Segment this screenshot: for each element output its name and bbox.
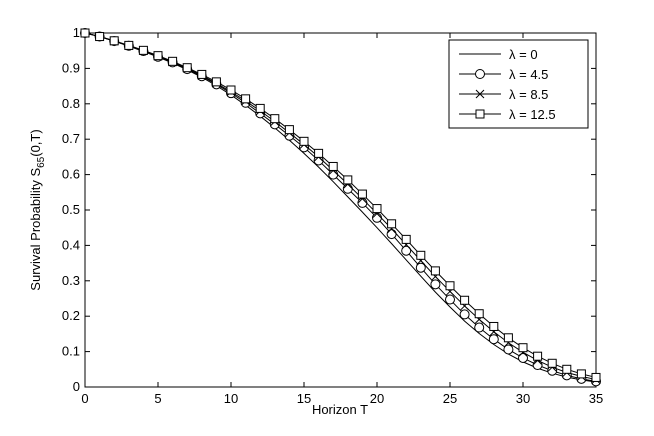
marker-circle [328,169,339,180]
marker-square [416,250,426,260]
legend-marker [475,69,485,79]
y-tick-label: 0.5 [62,202,80,217]
x-tick-label: 5 [154,391,161,406]
y-tick-label: 0.4 [62,237,80,252]
x-tick-label: 35 [589,391,603,406]
marker-square [503,333,513,343]
marker-circle [445,294,455,305]
legend-marker [475,89,485,99]
marker-square [211,77,221,87]
marker-square [284,125,294,135]
marker-square [80,28,90,38]
legend-label: λ = 4.5 [509,67,548,82]
marker-circle [401,245,412,256]
x-tick-label: 30 [516,391,530,406]
y-tick-label: 0.7 [62,131,80,146]
marker-square [518,343,528,353]
marker-square [474,309,484,319]
x-tick-label: 10 [224,391,238,406]
marker-square [299,136,309,146]
marker-circle [415,262,426,273]
marker-square [314,148,324,158]
marker-square [489,321,499,331]
y-tick-label: 0.2 [62,308,80,323]
marker-square [547,358,557,368]
marker-square [562,364,572,374]
legend-label: λ = 0 [509,47,538,62]
y-tick-label: 0.1 [62,344,80,359]
y-axis-label: Survival Probability S65(0,T) [28,129,47,290]
y-tick-label: 0.3 [62,273,80,288]
legend-box [448,39,589,129]
marker-square [430,266,440,276]
marker-square [109,36,119,46]
y-label-sub: 65 [36,156,47,168]
marker-square [124,40,134,50]
marker-square [357,189,367,199]
marker-square [197,69,207,79]
marker-square [460,295,470,305]
x-tick-label: 20 [370,391,384,406]
y-label-tail: (0,T) [28,129,43,156]
legend-label: λ = 12.5 [509,107,556,122]
marker-square [387,219,397,229]
marker-square [255,103,265,113]
marker-circle [386,229,397,240]
marker-square [226,85,236,95]
marker-square [401,234,411,244]
marker-circle [372,212,382,223]
marker-square [343,175,353,185]
y-label-main: Survival Probability S [28,168,43,291]
marker-square [533,351,543,361]
marker-circle [342,183,353,194]
y-tick-label: 0.6 [62,167,80,182]
marker-square [270,114,280,124]
marker-square [182,63,192,73]
marker-square [168,56,178,66]
marker-circle [518,352,528,363]
y-tick-label: 0.9 [62,60,80,75]
legend-marker [475,109,485,119]
x-axis-label: Horizon T [312,402,368,417]
y-tick-label: 0 [73,379,80,394]
marker-square [445,281,455,291]
marker-square [241,94,251,104]
marker-circle [488,334,499,345]
marker-square [372,204,382,214]
marker-circle [430,279,441,290]
marker-circle [503,344,514,355]
marker-square [95,32,105,42]
marker-square [153,51,163,61]
marker-square [328,161,338,171]
marker-circle [357,197,368,208]
y-tick-label: 1 [73,25,80,40]
x-tick-label: 25 [443,391,457,406]
legend-label: λ = 8.5 [509,87,548,102]
x-tick-label: 0 [81,391,88,406]
marker-circle [474,322,485,333]
y-tick-label: 0.8 [62,96,80,111]
marker-square [591,372,601,382]
marker-square [576,369,586,379]
marker-circle [459,309,470,320]
marker-square [138,45,148,55]
x-tick-label: 15 [297,391,311,406]
